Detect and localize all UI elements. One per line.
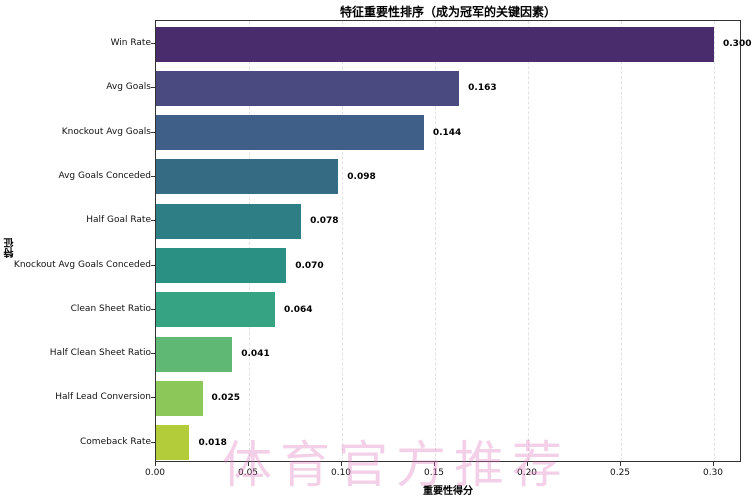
bar [156,380,203,416]
bar [156,70,460,106]
y-tick [151,353,155,355]
y-tick [151,87,155,89]
bar-value-label: 0.064 [284,304,313,315]
y-tick-label: Half Clean Sheet Ratio [49,348,151,359]
x-tick-label: 0.25 [609,468,631,478]
gridline [528,21,529,461]
y-tick-label: Knockout Avg Goals Conceded [13,259,151,270]
y-tick [151,308,155,310]
bar-value-label: 0.041 [241,349,270,360]
y-tick-label: Half Lead Conversion [55,392,151,403]
x-tick-label: 0.15 [423,468,445,478]
x-tick [248,462,249,466]
y-tick-label: Knockout Avg Goals [61,126,151,137]
y-tick-label: Half Goal Rate [86,215,151,226]
bar-value-label: 0.144 [432,127,462,138]
y-tick [151,175,155,177]
y-tick-label: Win Rate [110,38,151,48]
y-tick [151,220,155,222]
bar [156,248,287,283]
y-tick-label: Avg Goals [106,82,151,93]
bar-value-label: 0.163 [468,83,497,94]
x-tick-label: 0.30 [702,468,724,478]
bar [156,336,233,372]
y-tick [151,264,155,266]
bar-value-label: 0.300 [723,39,752,49]
y-axis-title: 特征 [5,238,16,258]
gridline [621,21,622,461]
x-tick [527,462,528,466]
y-tick [151,397,155,399]
gridline [342,21,343,461]
plot-area: 0.300 0.163 0.144 0.098 0.078 0.070 0.064 0.041… [155,20,751,462]
bar-value-label: 0.070 [295,260,324,271]
gridline [249,21,250,461]
bar [156,425,190,461]
x-tick-label: 0.00 [144,468,166,478]
watermark-text: 体育官方推荐 [222,436,570,494]
y-tick [151,43,155,44]
y-tick-label: Avg Goals Conceded [58,170,151,181]
bar-value-label: 0.098 [347,171,376,182]
bar [156,26,714,62]
gridline [435,21,436,461]
x-tick-label: 0.20 [516,468,538,478]
y-tick [151,441,155,443]
x-tick [155,462,156,466]
bar [156,203,302,239]
bar [156,159,339,195]
chart-title: 特征重要性排序（成为冠军的关键因素） [339,5,556,19]
y-tick [151,131,155,133]
bar-value-label: 0.025 [211,393,240,404]
bar-value-label: 0.078 [310,216,339,227]
bar [156,292,276,328]
x-tick [434,462,435,466]
bar [156,115,424,151]
bar-value-label: 0.018 [198,437,227,448]
x-tick-label: 0.10 [330,468,352,478]
y-tick-label: Comeback Rate [80,436,151,447]
gridline [714,21,715,461]
x-tick [341,462,342,466]
y-tick-label: Clean Sheet Ratio [70,303,151,314]
x-tick [713,462,714,466]
x-axis-title: 重要性得分 [423,486,473,497]
x-tick-label: 0.05 [237,468,259,478]
x-tick [620,462,621,466]
